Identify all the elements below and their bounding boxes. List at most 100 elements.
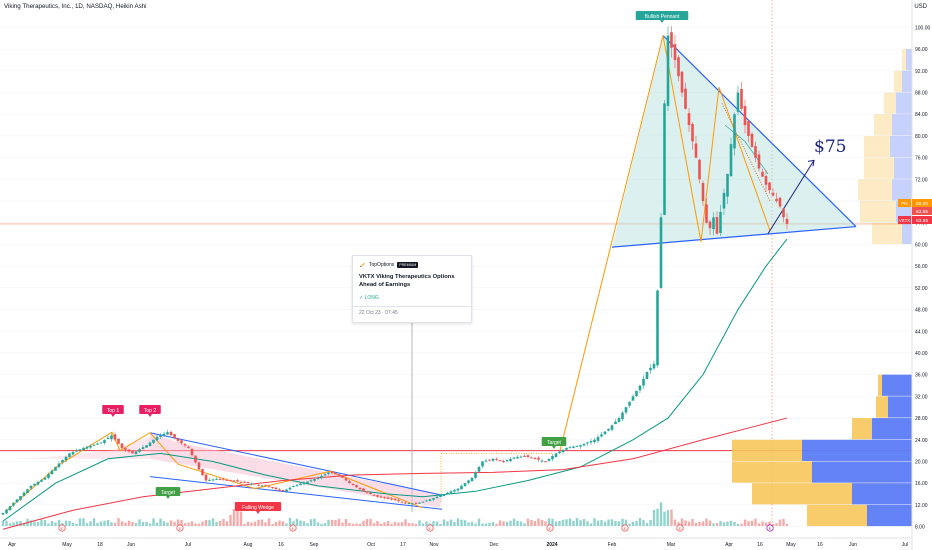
volume-bar <box>271 523 274 526</box>
candle-body <box>603 431 607 435</box>
candle-body <box>526 455 530 457</box>
volume-bar <box>642 520 645 526</box>
volume-bar <box>404 519 407 526</box>
candle-body <box>449 491 453 494</box>
volume-bar <box>719 521 722 526</box>
volume-bar <box>575 518 579 526</box>
y-tick-label: 84.00 <box>915 112 928 118</box>
volume-bar <box>764 522 768 526</box>
y-tick-label: 12.00 <box>915 503 928 509</box>
volume-bar <box>414 523 418 526</box>
volume-bar <box>390 523 393 526</box>
volume-bar <box>379 523 383 526</box>
y-tick-label: 32.00 <box>915 394 928 400</box>
candle-body <box>190 449 194 456</box>
target-arrow-head <box>807 159 815 167</box>
volume-bar <box>218 521 222 526</box>
candle-body <box>645 371 649 380</box>
time-axis[interactable]: Apr May 18 Jun Jul Aug 16 Sep Oct 17 Nov Dec 2024 Feb… <box>0 537 912 548</box>
volume-bar <box>775 523 778 526</box>
volume-bar <box>89 521 92 526</box>
volume-bar <box>425 521 428 526</box>
candle-body <box>533 457 537 459</box>
y-tick-label: 8.00 <box>915 525 925 531</box>
candle-body <box>316 477 320 479</box>
candle-body <box>628 401 631 406</box>
candle-body <box>607 428 610 431</box>
volume-bar <box>162 521 166 526</box>
candle-body <box>677 57 680 77</box>
price-tag-box <box>898 199 911 207</box>
volume-bar <box>264 522 267 526</box>
candle-body <box>344 478 348 481</box>
candle-body <box>446 492 449 495</box>
earnings-marker <box>621 524 629 532</box>
price-tag-box <box>898 216 911 224</box>
volume-bar <box>246 521 250 526</box>
candle-body <box>229 480 232 482</box>
candle-body <box>323 474 327 476</box>
volume-bar <box>295 518 299 526</box>
vp-upper-blue-bar <box>906 49 912 71</box>
price-axis[interactable]: 8.00 12.00 16.00 20.00 24.00 28.00 32.00 36.00 4… <box>898 0 932 550</box>
earnings-marker-text: E <box>61 526 64 531</box>
volume-bars <box>1 502 789 526</box>
volume-bar <box>236 509 239 526</box>
candle-body <box>411 503 414 505</box>
candle-body <box>764 175 768 185</box>
candle-body <box>722 192 726 209</box>
vp-upper-yellow-bar <box>864 157 894 179</box>
candle-body <box>491 458 495 461</box>
candle-body <box>537 457 540 460</box>
candle-body <box>257 484 260 486</box>
symbol-title[interactable]: Viking Therapeutics, Inc., 1D, NASDAQ, H… <box>4 3 147 10</box>
candle-body <box>488 459 491 461</box>
x-tick-label: Mar <box>667 542 676 548</box>
idea-author[interactable]: TopOptions <box>369 261 395 268</box>
volume-bar <box>586 521 589 526</box>
idea-card[interactable]: TopOptions PREMIUM VKTX Viking Therapeut… <box>352 255 472 323</box>
volume-bar <box>729 520 733 526</box>
price-value-box <box>912 216 932 224</box>
volume-bar <box>85 523 89 526</box>
volume-bar <box>680 518 684 526</box>
pennant-dotted-trend <box>721 103 771 202</box>
vp-upper-yellow-bar <box>872 222 902 244</box>
candle-body <box>372 494 376 496</box>
volume-bar <box>355 523 358 526</box>
earnings-marker <box>426 524 434 532</box>
idea-headline[interactable]: VKTX Viking Therapeutics Options Ahead o… <box>359 274 455 288</box>
volume-bar <box>551 518 554 526</box>
volume-bar <box>274 521 278 526</box>
candle-body <box>470 477 474 482</box>
y-tick-label: 80.00 <box>915 134 928 140</box>
volume-bar <box>484 523 488 526</box>
x-tick-label: Dec <box>490 542 499 548</box>
volume-bar <box>750 520 754 526</box>
earnings-marker-text: E <box>549 526 552 531</box>
volume-bar <box>621 518 624 526</box>
volume-bar <box>533 521 537 526</box>
candle-body <box>775 198 778 202</box>
volume-bar <box>260 519 264 526</box>
idea-card-header: TopOptions PREMIUM <box>359 261 419 268</box>
price-value-text: 66.00 <box>916 201 928 207</box>
x-tick-label: Jun <box>849 542 857 548</box>
candle-body <box>736 92 740 112</box>
volume-bar <box>446 521 449 526</box>
volume-bar <box>362 520 365 526</box>
x-tick-label: Jul <box>185 542 191 548</box>
candle-body <box>747 121 750 136</box>
y-tick-label: 56.00 <box>915 264 928 270</box>
volume-bar <box>393 521 397 526</box>
currency-button[interactable]: USD <box>914 4 927 10</box>
x-tick-label: May <box>786 542 796 548</box>
volume-bar <box>43 520 47 526</box>
idea-direction: ✓ LONG <box>359 295 379 301</box>
candle-body <box>579 445 582 447</box>
pennant-upper-line <box>662 35 857 227</box>
candle-body <box>299 483 302 486</box>
volume-bar <box>211 518 215 526</box>
moving-average-red <box>2 417 788 530</box>
vp-lower-yellow-bar <box>876 396 888 418</box>
